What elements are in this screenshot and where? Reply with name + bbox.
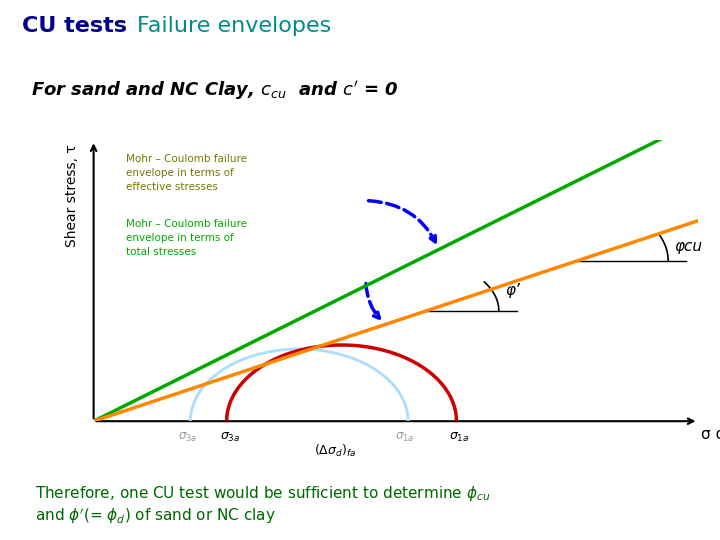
Text: $(\Delta\sigma_d)_{fa}$: $(\Delta\sigma_d)_{fa}$: [315, 443, 356, 460]
Text: and $\phi'$(= $\phi_d$) of sand or NC clay: and $\phi'$(= $\phi_d$) of sand or NC cl…: [35, 507, 276, 526]
Text: CU tests: CU tests: [22, 16, 127, 36]
Text: For sand and NC Clay, $c_{cu}$  and $c'$ = 0: For sand and NC Clay, $c_{cu}$ and $c'$ …: [30, 79, 398, 102]
Text: φcu: φcu: [674, 239, 702, 254]
Text: $\sigma_{1a}$: $\sigma_{1a}$: [449, 431, 469, 444]
Text: Shear stress, τ: Shear stress, τ: [66, 144, 79, 247]
Text: Therefore, one CU test would be sufficient to determine $\phi_{cu}$: Therefore, one CU test would be sufficie…: [35, 484, 490, 503]
Text: $\sigma_{3a}$: $\sigma_{3a}$: [220, 431, 240, 444]
Text: $\sigma_{1a}$: $\sigma_{1a}$: [395, 431, 415, 444]
Text: σ or σ’: σ or σ’: [701, 427, 720, 442]
Text: Mohr – Coulomb failure
envelope in terms of
effective stresses: Mohr – Coulomb failure envelope in terms…: [126, 154, 247, 192]
Text: $\sigma_{3a}$: $\sigma_{3a}$: [178, 431, 197, 444]
Text: Mohr – Coulomb failure
envelope in terms of
total stresses: Mohr – Coulomb failure envelope in terms…: [126, 219, 247, 256]
Text: Failure envelopes: Failure envelopes: [137, 16, 331, 36]
Text: φ’: φ’: [505, 283, 520, 298]
